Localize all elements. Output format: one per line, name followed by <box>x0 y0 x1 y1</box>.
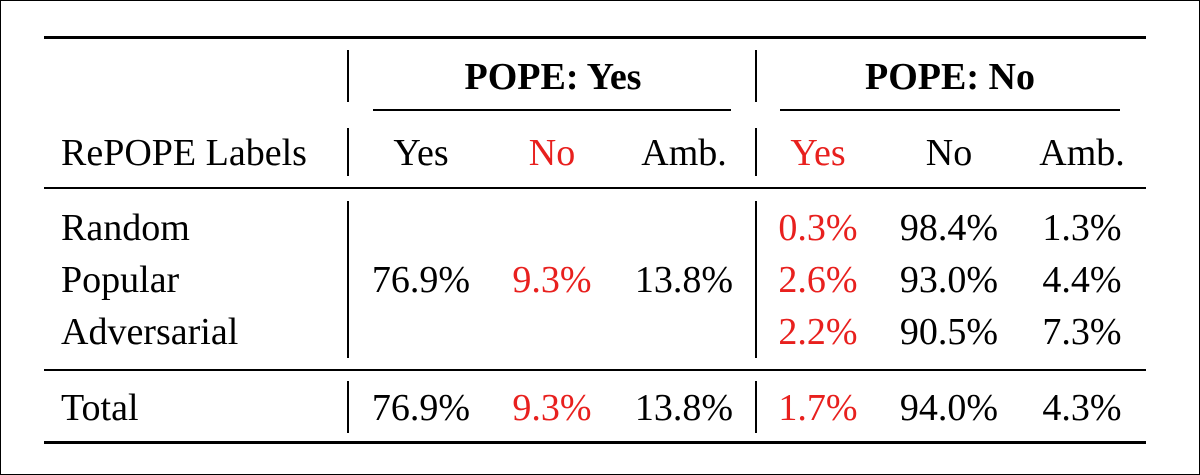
group-header-pope-yes: POPE: Yes <box>464 56 642 98</box>
random-no-amb-cell: 1.3% <box>1042 207 1122 249</box>
total-yes-no-cell: 9.3% <box>512 387 592 429</box>
separator-group-subheader <box>755 128 757 176</box>
col-header-no-no: No <box>925 132 973 174</box>
row-label-adversarial: Adversarial <box>61 311 239 353</box>
separator-group-total <box>755 381 757 433</box>
top-rule <box>44 36 1146 39</box>
random-no-yes-cell: 0.3% <box>778 207 858 249</box>
separator-label-header <box>347 50 349 102</box>
bottom-rule <box>44 441 1146 444</box>
popular-no-yes-cell: 2.6% <box>778 259 858 301</box>
adversarial-no-amb-cell: 7.3% <box>1042 311 1122 353</box>
row-label-header: RePOPE Labels <box>61 132 307 174</box>
total-rule <box>44 369 1146 371</box>
total-no-yes-cell: 1.7% <box>778 387 858 429</box>
merged-yes-amb-cell: 13.8% <box>634 259 734 301</box>
separator-group-header <box>755 50 757 102</box>
total-no-amb-cell: 4.3% <box>1042 387 1122 429</box>
col-header-no-amb: Amb. <box>1039 132 1125 174</box>
separator-label-body <box>347 201 349 358</box>
row-label-popular: Popular <box>61 259 180 301</box>
group-header-pope-no: POPE: No <box>865 56 1035 98</box>
merged-yes-no-cell: 9.3% <box>512 259 592 301</box>
adversarial-no-no-cell: 90.5% <box>899 311 999 353</box>
separator-label-subheader <box>347 128 349 176</box>
group-underline-no <box>780 109 1120 111</box>
popular-no-no-cell: 93.0% <box>899 259 999 301</box>
row-label-total: Total <box>61 387 139 429</box>
col-header-yes-no: No <box>528 132 576 174</box>
random-no-no-cell: 98.4% <box>899 207 999 249</box>
separator-label-total <box>347 381 349 433</box>
popular-no-amb-cell: 4.4% <box>1042 259 1122 301</box>
total-no-no-cell: 94.0% <box>899 387 999 429</box>
group-underline-yes <box>373 109 731 111</box>
merged-yes-yes-cell: 76.9% <box>371 259 471 301</box>
total-yes-amb-cell: 13.8% <box>634 387 734 429</box>
total-yes-yes-cell: 76.9% <box>371 387 471 429</box>
col-header-yes-yes: Yes <box>393 132 449 174</box>
row-label-random: Random <box>61 207 190 249</box>
separator-group-body <box>755 201 757 358</box>
col-header-yes-amb: Amb. <box>641 132 727 174</box>
col-header-no-yes: Yes <box>790 132 846 174</box>
header-rule <box>44 187 1146 189</box>
adversarial-no-yes-cell: 2.2% <box>778 311 858 353</box>
